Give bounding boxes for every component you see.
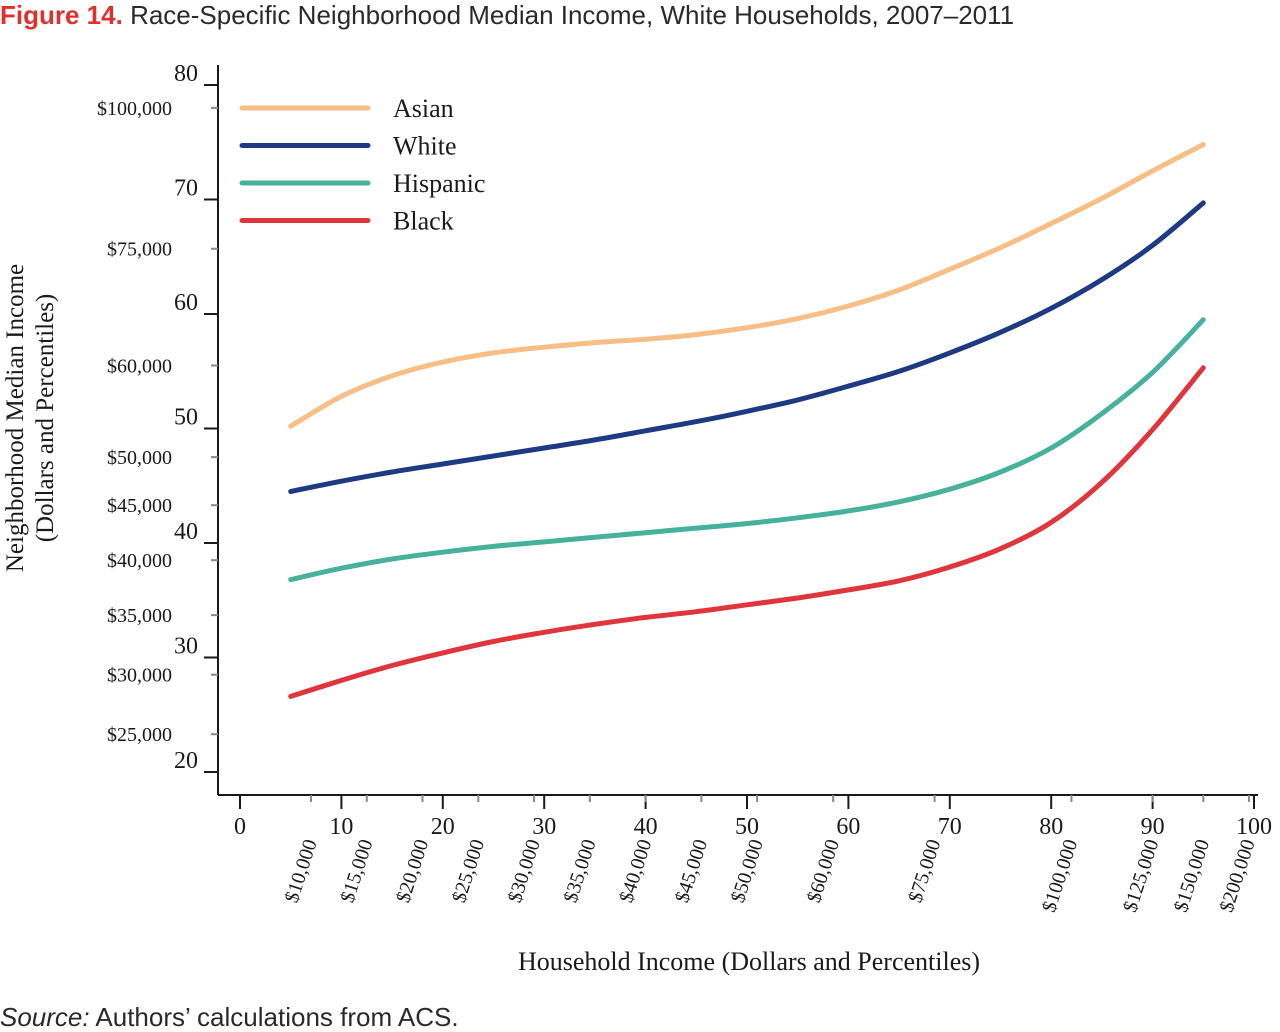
x-axis-label: Household Income (Dollars and Percentile… [518,947,980,976]
legend-label-black: Black [393,207,454,236]
x-dollar-tick-label: $45,000 [671,837,712,906]
source-label: Source: [0,1002,90,1032]
x-dollar-tick-label: $75,000 [904,837,945,906]
legend-label-asian: Asian [393,94,454,123]
y-dollar-tick-label: $30,000 [107,665,172,687]
y-tick-label: 60 [174,290,198,316]
x-dollar-tick-label: $10,000 [281,837,322,906]
y-tick-label: 50 [174,405,198,431]
y-dollar-tick-label: $100,000 [97,98,172,120]
x-tick-label: 60 [836,814,860,840]
x-dollar-tick-label: $15,000 [336,837,377,906]
x-dollar-tick-label: $60,000 [803,837,844,906]
x-tick-label: 10 [329,814,353,840]
x-dollar-tick-label: $30,000 [504,837,545,906]
x-tick-label: 40 [634,814,658,840]
x-dollar-tick-label: $25,000 [448,837,489,906]
series-line-white [288,200,1206,494]
y-dollar-tick-label: $35,000 [107,605,172,627]
y-tick-label: 30 [174,634,198,660]
x-dollar-tick-label: $20,000 [392,837,433,906]
x-tick-label: 50 [735,814,759,840]
y-dollar-tick-label: $50,000 [107,447,172,469]
x-dollar-tick-label: $125,000 [1119,837,1163,915]
x-dollar-tick-label: $150,000 [1170,837,1214,915]
y-dollar-tick-label: $45,000 [107,495,172,517]
x-dollar-tick-label: $100,000 [1038,837,1082,915]
y-tick-label: 70 [174,176,198,202]
source-text: Authors’ calculations from ACS. [95,1002,459,1032]
x-tick-label: 0 [234,814,246,840]
y-dollar-tick-label: $25,000 [107,724,172,746]
x-tick-label: 20 [431,814,455,840]
legend-label-white: White [393,132,457,161]
legend-label-hispanic: Hispanic [393,169,485,198]
source-note: Source: Authors’ calculations from ACS. [0,1002,459,1032]
y-tick-label: 20 [174,748,198,774]
x-axis: 0 10 20 30 40 50 60 70 80 90 100 $10,000 $15,000 $20,… [218,794,1272,915]
series-line-black [288,365,1206,699]
x-tick-label: 70 [938,814,962,840]
y-tick-label: 80 [174,61,198,87]
series-line-hispanic [288,317,1206,583]
x-dollar-tick-label: $35,000 [560,837,601,906]
series-lines [288,142,1206,699]
x-dollar-tick-label: $50,000 [727,837,768,906]
x-dollar-tick-label: $200,000 [1216,837,1260,915]
x-dollar-tick-label: $40,000 [615,837,656,906]
y-dollar-tick-label: $75,000 [107,239,172,261]
y-dollar-tick-label: $60,000 [107,356,172,378]
figure-label: Figure 14. [0,0,123,30]
x-tick-label: 30 [532,814,556,840]
y-dollar-tick-label: $40,000 [107,550,172,572]
x-tick-label: 80 [1039,814,1063,840]
y-axis: 20 30 40 50 60 70 80$100,000 $75,000 $60,000 $50,… [97,61,219,795]
y-axis-label-line1: Neighborhood Median Income [2,264,29,572]
x-tick-label: 90 [1141,814,1165,840]
figure-title: Figure 14. Race-Specific Neighborhood Me… [0,0,1014,30]
y-tick-label: 40 [174,519,198,545]
y-axis-label-line2: (Dollars and Percentiles) [32,294,59,543]
series-line-asian [288,142,1206,429]
figure-title-text: Race-Specific Neighborhood Median Income… [130,0,1015,30]
x-tick-label: 100 [1236,814,1272,840]
legend: Asian White Hispanic Black [239,94,485,236]
